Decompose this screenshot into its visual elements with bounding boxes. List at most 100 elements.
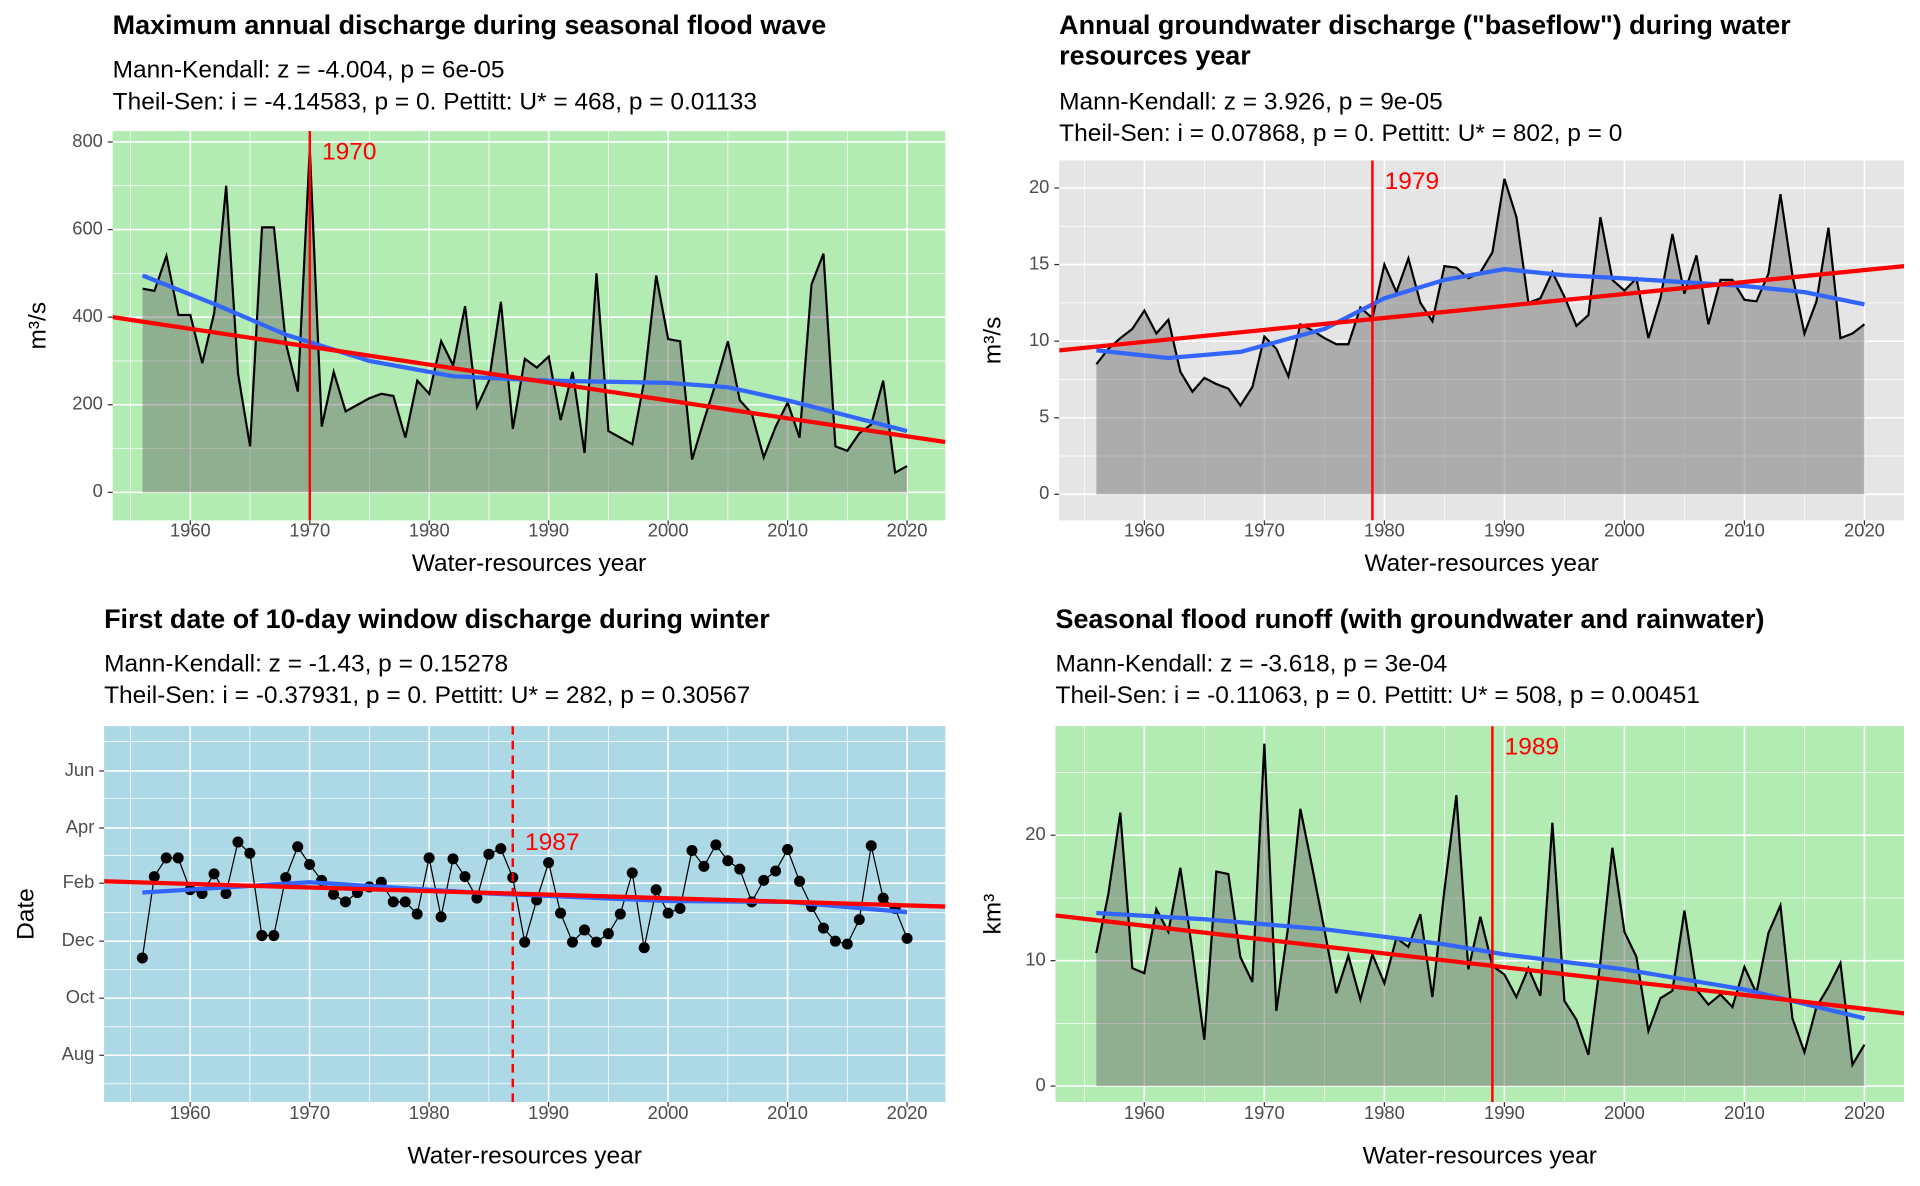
x-tick-label: 1980 [1364,519,1405,540]
data-point [483,848,495,860]
chart-subtitle: Theil-Sen: i = 0.07868, p = 0. Pettitt: … [1059,120,1622,147]
data-point [853,914,865,926]
y-tick-label: 0 [93,480,103,501]
changepoint-label: 1970 [322,139,376,166]
x-tick-label: 1980 [409,1102,450,1123]
data-point [710,839,722,851]
chart-subtitle: Theil-Sen: i = -4.14583, p = 0. Pettitt:… [113,88,757,115]
data-point [328,888,340,900]
trend-line [104,879,946,909]
data-point [471,892,483,904]
x-tick-label: 2010 [1724,1102,1765,1123]
y-tick-label: 15 [1029,252,1049,273]
x-tick-label: 2010 [1724,519,1765,540]
y-tick-label: 10 [1029,329,1049,350]
x-tick-label: 1990 [528,1102,569,1123]
x-axis-label: Water-resources year [1363,1143,1597,1170]
plot-background [104,726,946,1103]
plot-area [104,726,946,1103]
y-tick-label: 800 [72,130,103,151]
x-tick-label: 1960 [170,1102,211,1123]
chart-subtitle: Mann-Kendall: z = -1.43, p = 0.15278 [104,650,508,677]
chart-subtitle: Mann-Kendall: z = -3.618, p = 3e-04 [1056,650,1448,677]
data-point [148,871,160,883]
data-point [602,928,614,940]
chart-title: First date of 10-day window discharge du… [104,604,770,634]
data-point [734,863,746,875]
data-point [650,884,662,896]
x-tick-label: 2020 [1844,1102,1885,1123]
x-tick-label: 2000 [1604,1102,1645,1123]
x-tick-label: 2000 [648,1102,689,1123]
y-tick-label: 5 [1039,406,1049,427]
x-tick-label: 2020 [1844,519,1885,540]
data-point [220,887,232,899]
x-tick-label: 1960 [1124,1102,1165,1123]
x-tick-label: 2020 [887,1102,928,1123]
x-tick-label: 1990 [1484,519,1525,540]
x-tick-label: 1970 [289,1102,330,1123]
data-point [770,865,782,877]
y-tick-label: Apr [66,816,95,837]
x-tick-label: 1980 [409,519,450,540]
x-tick-label: 1960 [170,519,211,540]
data-point [435,911,447,923]
plot-background [1055,726,1905,1103]
data-point [172,852,184,864]
y-axis-label: m³/s [980,317,1007,365]
smooth-line [1096,267,1865,361]
y-tick-label: Aug [62,1043,95,1064]
y-tick-label: Oct [66,986,95,1007]
smooth-line [1096,910,1865,1021]
x-tick-label: 2010 [767,1102,808,1123]
data-point [280,872,292,884]
chart-title: resources year [1059,41,1251,71]
x-tick-label: 1990 [1484,1102,1525,1123]
x-tick-label: 1980 [1364,1102,1405,1123]
data-point [722,855,734,867]
y-axis-label: km³ [980,894,1007,935]
data-point [399,896,411,908]
y-axis-label: m³/s [25,302,52,350]
y-tick-label: 20 [1029,176,1049,197]
x-axis-label: Water-resources year [412,550,646,577]
data-point [626,867,638,879]
data-point [292,841,304,853]
data-point [817,922,829,934]
data-point [136,952,148,964]
y-tick-label: 10 [1025,948,1045,969]
chart-subtitle: Mann-Kendall: z = -4.004, p = 6e-05 [113,56,505,83]
chart-subtitle: Mann-Kendall: z = 3.926, p = 9e-05 [1059,88,1443,115]
data-point [829,935,841,947]
trend-line [112,315,946,445]
data-point [411,908,423,920]
x-tick-label: 1990 [528,519,569,540]
y-tick-label: 0 [1035,1074,1045,1095]
data-point [662,907,674,919]
data-point [578,924,590,936]
data-point [566,936,579,948]
x-tick-label: 1970 [289,519,330,540]
data-point [698,860,710,872]
x-axis-label: Water-resources year [1364,550,1598,577]
changepoint-label: 1979 [1385,168,1439,195]
data-point [686,844,698,856]
plot-area [112,131,946,521]
data-point [555,907,567,919]
data-point [794,875,806,887]
plot-background [112,131,946,521]
y-tick-label: Dec [62,929,95,950]
plot-area [1055,726,1905,1103]
area [1096,178,1865,495]
data-point [339,896,351,908]
data-point [244,847,256,859]
data-point [782,844,794,856]
data-point [268,930,280,942]
x-tick-label: 2010 [767,519,808,540]
data-point [519,936,531,948]
data-point [459,871,471,883]
data-point [638,942,650,954]
data-point [865,840,877,852]
trend-line [1059,263,1905,353]
